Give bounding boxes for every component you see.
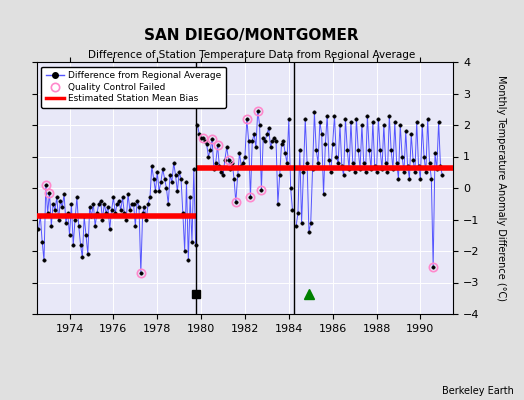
Text: Berkeley Earth: Berkeley Earth — [442, 386, 514, 396]
Text: Difference of Station Temperature Data from Regional Average: Difference of Station Temperature Data f… — [88, 50, 415, 60]
Y-axis label: Monthly Temperature Anomaly Difference (°C): Monthly Temperature Anomaly Difference (… — [496, 75, 506, 301]
Text: SAN DIEGO/MONTGOMER: SAN DIEGO/MONTGOMER — [144, 28, 359, 43]
